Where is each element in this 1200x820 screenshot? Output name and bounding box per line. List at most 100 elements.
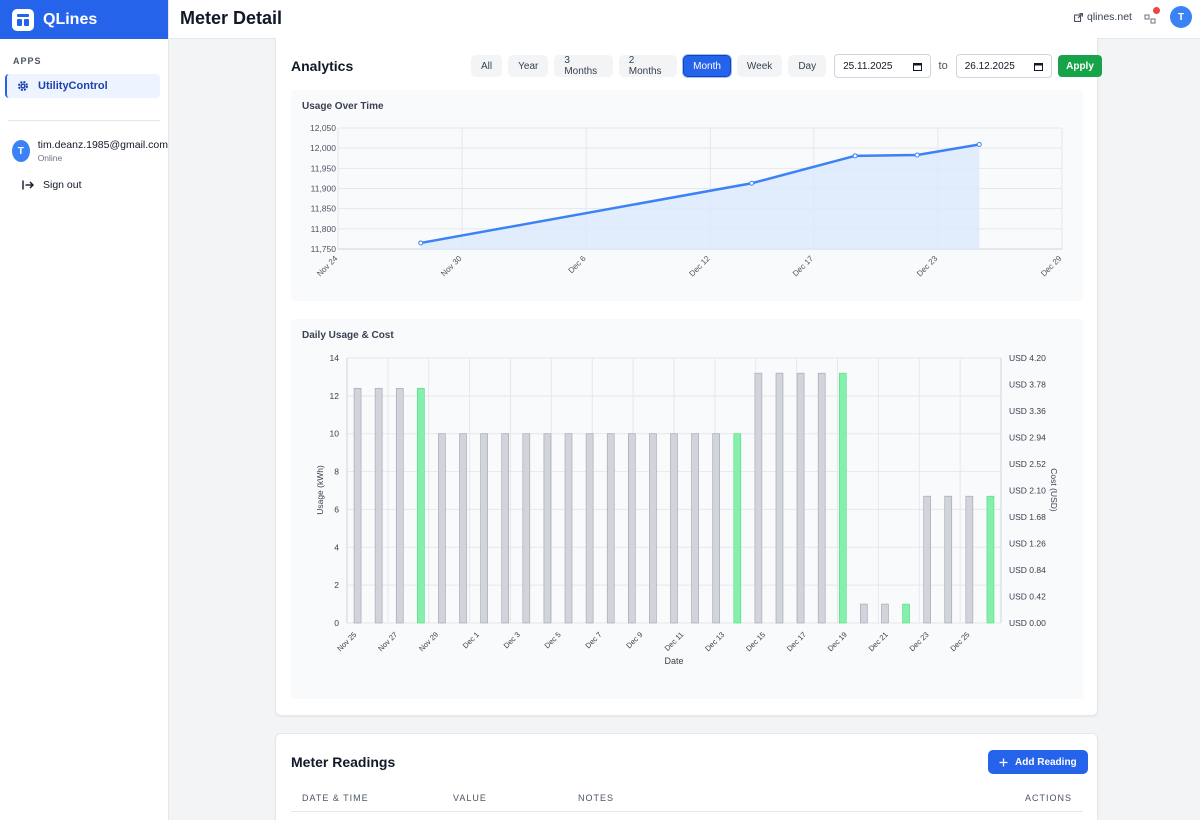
usage-bar (817, 372, 826, 624)
y2-tick-label: USD 2.52 (1009, 459, 1046, 469)
x-tick-label: Nov 24 (315, 254, 340, 279)
usage-bar (438, 433, 446, 624)
external-link[interactable]: qlines.net (1074, 11, 1132, 23)
x-tick-label: Dec 23 (915, 254, 940, 279)
usage-over-time-panel: Usage Over Time 12,050 12,000 11,950 11,900… (291, 90, 1083, 301)
chart-title: Usage Over Time (302, 101, 384, 112)
x-tick-label: Nov 25 (335, 630, 358, 653)
daily-usage-cost-chart: 14 12 10 8 6 4 2 0 USD 4.20 USD 3.78 USD 3.36 USD 2… (315, 353, 1059, 666)
meter-readings-card: Meter Readings Add Reading DATE & TIME V… (275, 733, 1098, 820)
avatar: T (12, 140, 30, 162)
y-tick-label: 12,050 (310, 123, 336, 133)
usage-bar (374, 387, 383, 624)
sign-out-label: Sign out (43, 179, 82, 191)
usage-bar (543, 433, 552, 624)
cost-bar (838, 372, 847, 624)
gear-icon (18, 81, 28, 91)
filter-all[interactable]: All (471, 55, 503, 77)
app-logo-icon (12, 8, 34, 31)
to-label: to (938, 60, 948, 72)
sidebar-item-utilitycontrol[interactable]: UtilityControl (5, 74, 160, 98)
x-tick-label: Dec 19 (826, 630, 849, 653)
filter-month[interactable]: Month (683, 55, 731, 77)
x-tick-label: Dec 23 (907, 630, 930, 653)
y-tick-label: 11,950 (311, 163, 337, 173)
filter-week[interactable]: Week (736, 55, 783, 77)
notifications-button[interactable] (1144, 7, 1160, 25)
daily-usage-cost-panel: Daily Usage & Cost 14 12 10 8 6 4 2 0 USD 4.20 US… (291, 319, 1083, 699)
date-from-value: 25.11.2025 (843, 60, 893, 72)
filter-day[interactable]: Day (788, 55, 827, 77)
sidebar-divider (8, 120, 160, 121)
usage-bar (522, 433, 531, 624)
x-tick-label: Dec 15 (744, 630, 767, 653)
usage-bar (649, 433, 657, 624)
x-tick-label: Dec 5 (543, 630, 563, 650)
y2-tick-label: USD 0.42 (1009, 592, 1046, 602)
filter-2-months[interactable]: 2 Months (618, 55, 678, 77)
sidebar-item-label: UtilityControl (38, 80, 108, 92)
y-tick-label: 8 (334, 467, 339, 477)
usage-bar (480, 433, 488, 624)
usage-bar (564, 433, 573, 624)
y-tick-label: 11,800 (311, 224, 337, 234)
y-tick-label: 12 (330, 391, 340, 401)
add-reading-button[interactable]: Add Reading (988, 750, 1088, 774)
cost-bar (417, 387, 425, 624)
usage-bar (754, 372, 763, 624)
x-tick-label: Dec 25 (948, 630, 971, 653)
column-header-date: DATE & TIME (302, 793, 369, 803)
sidebar: QLines APPS UtilityControl T tim.deanz.1… (0, 0, 169, 820)
usage-bar (691, 433, 699, 624)
data-point (914, 152, 920, 158)
y2-tick-label: USD 1.26 (1009, 539, 1046, 549)
x-tick-label: Dec 6 (566, 254, 588, 276)
x-tick-label: Dec 9 (624, 630, 644, 650)
usage-over-time-chart: 12,050 12,000 11,950 11,900 11,850 11,800 11,7… (310, 123, 1064, 279)
x-tick-label: Dec 1 (461, 630, 481, 650)
usage-bar (459, 433, 467, 624)
user-email: tim.deanz.1985@gmail.com (37, 139, 168, 151)
y2-tick-label: USD 3.78 (1009, 380, 1046, 390)
analytics-title: Analytics (291, 58, 354, 74)
external-link-label: qlines.net (1087, 11, 1132, 23)
x-tick-label: Dec 13 (703, 630, 726, 653)
y2-tick-label: USD 0.84 (1009, 565, 1046, 575)
usage-bar (775, 372, 784, 624)
y-tick-label: 4 (334, 542, 339, 552)
usage-bar (628, 433, 636, 624)
x-tick-label: Dec 7 (583, 630, 603, 650)
analytics-card: Analytics All Year 3 Months 2 Months Mon… (275, 38, 1102, 716)
page-title: Meter Detail (180, 8, 283, 28)
cost-bar (733, 433, 742, 624)
usage-bar (395, 387, 404, 624)
x-tick-label: Nov 30 (439, 254, 464, 279)
apps-section-label: APPS (13, 56, 42, 66)
sign-out-button[interactable]: Sign out (22, 179, 168, 191)
y2-tick-label: USD 2.94 (1009, 433, 1046, 443)
readings-table-header: DATE & TIME VALUE NOTES ACTIONS (291, 784, 1083, 812)
data-point (749, 180, 755, 186)
usage-bar (712, 433, 720, 624)
date-to-input[interactable]: 26.12.2025 (955, 54, 1053, 78)
y-tick-label: 6 (334, 504, 339, 514)
readings-title: Meter Readings (291, 754, 396, 770)
x-tick-label: Dec 29 (1039, 254, 1064, 279)
usage-bar (501, 433, 510, 624)
user-profile: T tim.deanz.1985@gmail.com Online (12, 139, 168, 163)
usage-bar (923, 495, 931, 624)
filter-year[interactable]: Year (508, 55, 549, 77)
apply-button[interactable]: Apply (1058, 55, 1102, 77)
range-filters: All Year 3 Months 2 Months Month Week Da… (471, 54, 1102, 78)
cost-bar (902, 603, 910, 624)
y2-tick-label: USD 4.20 (1009, 353, 1046, 363)
calendar-icon (912, 62, 922, 71)
date-from-input[interactable]: 25.11.2025 (834, 54, 931, 78)
filter-3-months[interactable]: 3 Months (554, 55, 613, 77)
x-tick-label: Dec 21 (867, 630, 890, 653)
x-tick-label: Dec 11 (663, 630, 686, 653)
header-avatar[interactable]: T (1170, 6, 1192, 28)
top-header: Meter Detail qlines.net T (169, 0, 1200, 39)
brand-bar[interactable]: QLines (0, 0, 168, 39)
usage-bar (860, 603, 868, 624)
